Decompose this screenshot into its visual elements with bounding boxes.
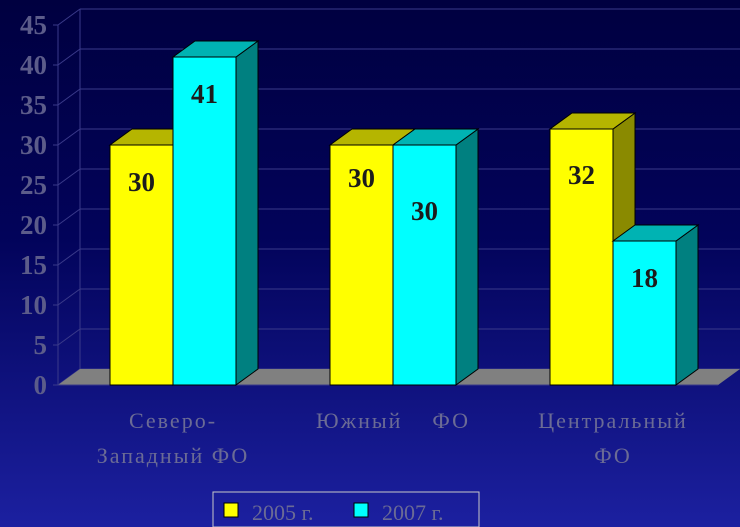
bar bbox=[611, 224, 700, 386]
gridline-depth bbox=[57, 288, 81, 306]
gridline-depth bbox=[57, 248, 81, 266]
bar-side bbox=[675, 224, 699, 386]
bar-front bbox=[109, 144, 174, 386]
y-tick-label: 45 bbox=[20, 10, 47, 40]
legend-swatch bbox=[353, 502, 369, 518]
bar-front bbox=[172, 56, 237, 386]
legend-label: 2005 г. bbox=[252, 500, 314, 525]
gridline-depth bbox=[57, 328, 81, 346]
legend-swatch bbox=[223, 502, 239, 518]
bar-front bbox=[612, 240, 677, 386]
y-tick-label: 5 bbox=[34, 330, 48, 360]
data-label: 30 bbox=[128, 167, 155, 197]
y-tick-label: 10 bbox=[20, 290, 47, 320]
bar-front bbox=[392, 144, 457, 386]
x-category-label: ФО bbox=[594, 443, 632, 468]
bar-front bbox=[329, 144, 394, 386]
x-category-label: Южный ФО bbox=[316, 408, 470, 433]
bar-front bbox=[549, 128, 614, 386]
data-label: 32 bbox=[568, 160, 595, 190]
gridline-depth bbox=[57, 48, 81, 66]
gridline-depth bbox=[57, 168, 81, 186]
legend: 2005 г. 2007 г. bbox=[212, 491, 480, 527]
gridline-depth bbox=[57, 128, 81, 146]
bar bbox=[391, 128, 480, 386]
data-label: 18 bbox=[631, 263, 658, 293]
legend-label: 2007 г. bbox=[382, 500, 444, 525]
legend-box bbox=[212, 491, 480, 527]
bar bbox=[171, 40, 260, 386]
data-label: 30 bbox=[348, 163, 375, 193]
y-tick-label: 30 bbox=[20, 130, 47, 160]
bar-side bbox=[235, 40, 259, 386]
gridline-depth bbox=[57, 8, 81, 26]
x-category-label: Северо- bbox=[129, 408, 217, 433]
y-tick-label: 35 bbox=[20, 90, 47, 120]
data-label: 41 bbox=[191, 79, 218, 109]
y-tick-label: 25 bbox=[20, 170, 47, 200]
gridline-depth bbox=[57, 88, 81, 106]
gridline-depth bbox=[57, 208, 81, 226]
bar bbox=[548, 112, 637, 386]
x-category-label: Западный ФО bbox=[97, 443, 250, 468]
y-tick-label: 40 bbox=[20, 50, 47, 80]
x-category-label: Центральный bbox=[538, 408, 688, 433]
bar-side bbox=[455, 128, 479, 386]
y-tick-label: 15 bbox=[20, 250, 47, 280]
data-label: 30 bbox=[411, 196, 438, 226]
y-tick-label: 0 bbox=[34, 370, 48, 400]
y-tick-label: 20 bbox=[20, 210, 47, 240]
